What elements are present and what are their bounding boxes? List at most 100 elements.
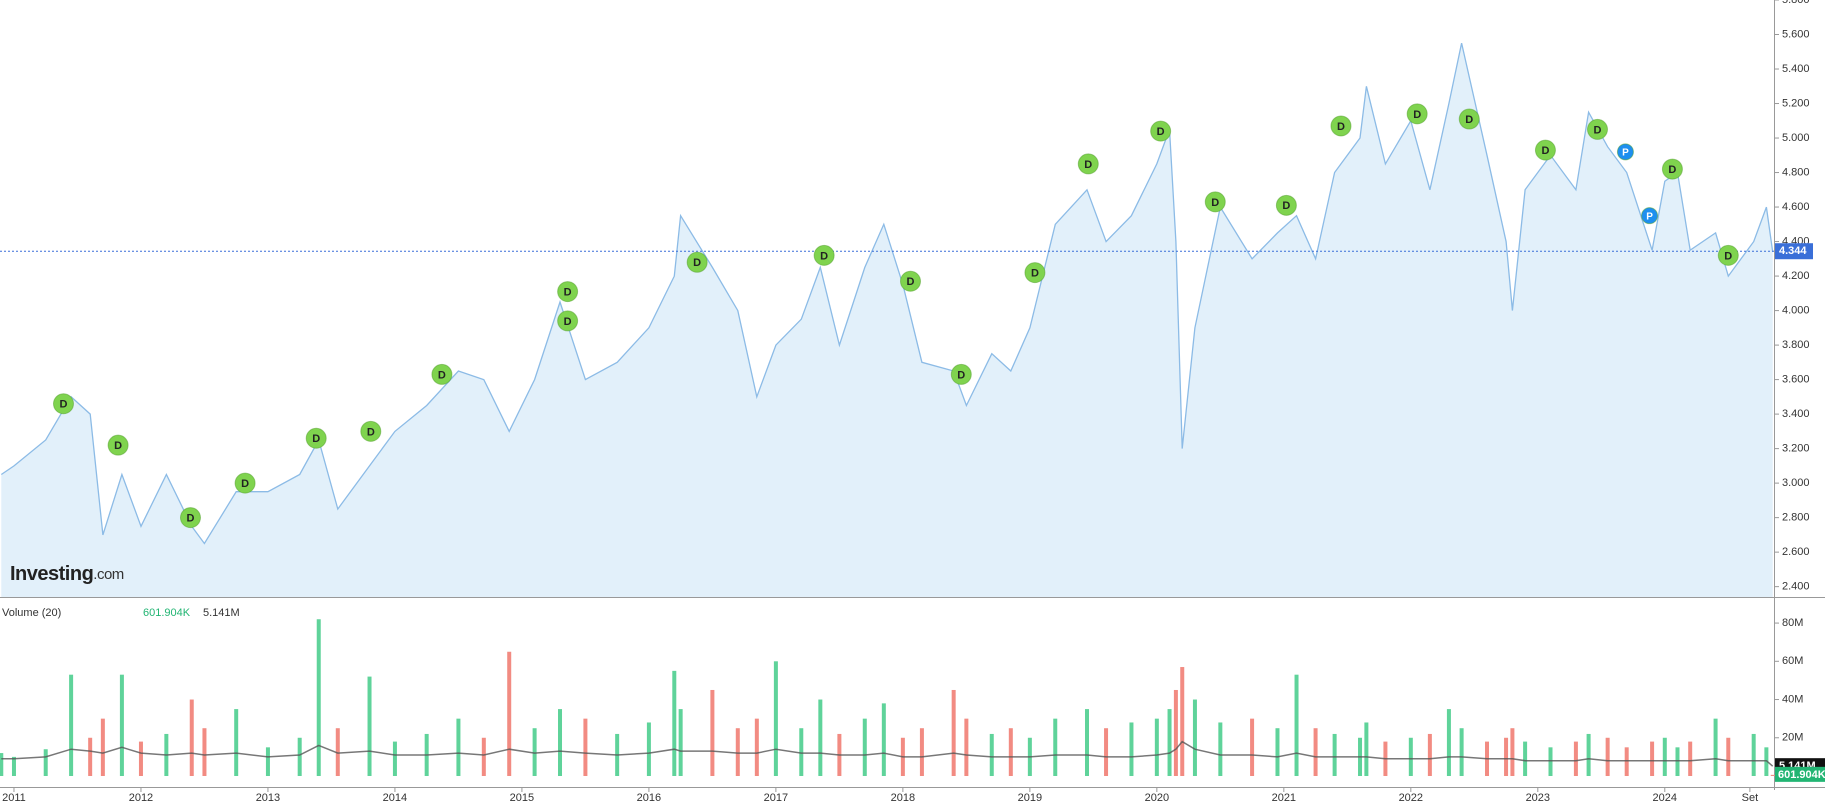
marker-label: D — [1337, 121, 1345, 133]
marker-dot — [1275, 194, 1297, 216]
x-tick-label: 2021 — [1272, 792, 1296, 804]
volume-bar — [1751, 733, 1756, 776]
x-tick-label: 2015 — [510, 792, 534, 804]
y-tick-label: 4.000 — [1782, 304, 1810, 316]
marker-label: D — [1282, 200, 1290, 212]
marker-label: D — [1724, 250, 1732, 262]
event-marker[interactable]: D — [1330, 115, 1352, 137]
event-marker[interactable]: D — [557, 281, 579, 303]
y2-tick-label: 20M — [1782, 732, 1803, 744]
event-marker[interactable]: D — [305, 427, 327, 449]
marker-dot — [1024, 262, 1046, 284]
volume-bar — [754, 718, 759, 776]
y-tick-label: 4.200 — [1782, 270, 1810, 282]
event-marker[interactable]: D — [1275, 194, 1297, 216]
x-tick-label: 2017 — [764, 792, 788, 804]
event-marker[interactable]: D — [950, 363, 972, 385]
volume-bar — [1427, 733, 1432, 776]
marker-label: P — [1646, 211, 1653, 222]
volume-bar — [88, 737, 93, 776]
last-price-label: 4.344 — [1779, 245, 1807, 257]
y-tick-label: 3.000 — [1782, 477, 1810, 489]
volume-bar — [989, 733, 994, 776]
marker-label: D — [1594, 124, 1602, 136]
logo-main: Investing — [10, 563, 93, 585]
event-marker[interactable]: D — [234, 472, 256, 494]
event-marker[interactable]: D — [686, 251, 708, 273]
volume-bar — [672, 670, 677, 776]
event-marker[interactable]: D — [179, 507, 201, 529]
marker-dot — [234, 472, 256, 494]
event-marker[interactable]: D — [1458, 108, 1480, 130]
volume-bar — [1364, 722, 1369, 776]
volume-bar — [367, 676, 372, 776]
y-tick-label: 2.400 — [1782, 581, 1810, 593]
event-marker[interactable]: D — [431, 363, 453, 385]
volume-bar — [1523, 741, 1528, 776]
volume-bar — [1313, 728, 1318, 776]
volume-bar — [392, 741, 397, 776]
event-marker[interactable]: D — [1586, 118, 1608, 140]
volume-bar — [316, 619, 321, 776]
event-marker[interactable]: D — [1661, 158, 1683, 180]
marker-label: D — [438, 369, 446, 381]
volume-bar — [335, 728, 340, 776]
event-marker[interactable]: D — [1077, 153, 1099, 175]
volume-legend-ma: 5.141M — [203, 607, 240, 619]
event-marker[interactable]: D — [360, 420, 382, 442]
marker-label: D — [1465, 114, 1473, 126]
marker-dot — [52, 393, 74, 415]
event-marker[interactable]: D — [813, 244, 835, 266]
volume-bar — [1008, 728, 1013, 776]
event-marker[interactable]: D — [899, 270, 921, 292]
event-marker[interactable]: D — [557, 310, 579, 332]
marker-label: D — [907, 276, 915, 288]
marker-dot — [813, 244, 835, 266]
volume-bar — [1605, 737, 1610, 776]
x-tick-label: 2020 — [1145, 792, 1169, 804]
volume-bar — [1192, 699, 1197, 776]
marker-label: D — [1031, 268, 1039, 280]
x-tick-label: Set — [1742, 792, 1759, 804]
marker-dot — [899, 270, 921, 292]
event-marker[interactable]: D — [1717, 244, 1739, 266]
marker-dot — [431, 363, 453, 385]
marker-label: D — [60, 399, 68, 411]
event-marker[interactable]: D — [1150, 120, 1172, 142]
marker-dot — [686, 251, 708, 273]
event-marker[interactable]: D — [1204, 191, 1226, 213]
event-marker[interactable]: D — [52, 393, 74, 415]
event-marker[interactable]: P — [1616, 143, 1634, 161]
x-tick-label: 2016 — [637, 792, 661, 804]
event-marker[interactable]: D — [1534, 139, 1556, 161]
x-tick-label: 2018 — [891, 792, 915, 804]
event-marker[interactable]: D — [1024, 262, 1046, 284]
volume-ma-line — [1, 740, 1774, 767]
volume-bar — [1586, 733, 1591, 776]
volume-bar — [1250, 718, 1255, 776]
volume-bar — [1129, 722, 1134, 776]
marker-label: D — [1084, 159, 1092, 171]
volume-bar — [1332, 733, 1337, 776]
y2-tick-label: 40M — [1782, 693, 1803, 705]
marker-label: D — [367, 426, 375, 438]
event-marker[interactable]: P — [1641, 207, 1659, 225]
volume-bar — [1504, 737, 1509, 776]
volume-bar — [1154, 718, 1159, 776]
volume-bar — [1408, 737, 1413, 776]
event-marker[interactable]: D — [107, 434, 129, 456]
y-tick-label: 3.600 — [1782, 374, 1810, 386]
volume-bar — [456, 718, 461, 776]
volume-bar — [1650, 741, 1655, 776]
marker-dot — [557, 281, 579, 303]
y2-tick-label: 60M — [1782, 655, 1803, 667]
marker-dot — [107, 434, 129, 456]
volume-bar — [532, 728, 537, 776]
volume-legend-value: 601.904K — [143, 607, 191, 619]
marker-label: D — [1541, 145, 1549, 157]
volume-bar — [881, 703, 886, 776]
volume-bar — [507, 651, 512, 776]
event-marker[interactable]: D — [1406, 103, 1428, 125]
marker-dot — [305, 427, 327, 449]
